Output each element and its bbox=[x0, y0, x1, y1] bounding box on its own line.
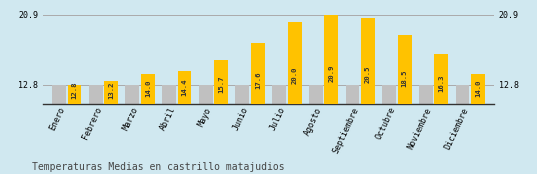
Bar bbox=[434, 54, 448, 104]
Bar bbox=[236, 85, 249, 104]
Bar bbox=[309, 85, 323, 104]
Bar bbox=[251, 43, 265, 104]
Bar bbox=[345, 85, 359, 104]
Bar bbox=[361, 18, 375, 104]
Text: 18.5: 18.5 bbox=[402, 70, 408, 87]
Bar bbox=[126, 85, 140, 104]
Bar bbox=[382, 85, 396, 104]
Text: 14.0: 14.0 bbox=[475, 79, 481, 97]
Bar bbox=[272, 85, 286, 104]
Bar bbox=[104, 81, 118, 104]
Bar bbox=[52, 85, 66, 104]
Text: Temperaturas Medias en castrillo matajudios: Temperaturas Medias en castrillo matajud… bbox=[32, 162, 285, 172]
Bar bbox=[199, 85, 213, 104]
Bar bbox=[455, 85, 469, 104]
Text: 14.0: 14.0 bbox=[145, 79, 151, 97]
Bar bbox=[214, 60, 228, 104]
Bar bbox=[471, 74, 485, 104]
Text: 16.3: 16.3 bbox=[438, 74, 444, 92]
Bar bbox=[178, 71, 192, 104]
Text: 15.7: 15.7 bbox=[218, 76, 224, 93]
Bar bbox=[89, 85, 103, 104]
Bar bbox=[288, 22, 301, 104]
Bar bbox=[141, 74, 155, 104]
Bar bbox=[162, 85, 176, 104]
Text: 14.4: 14.4 bbox=[182, 78, 187, 96]
Bar bbox=[68, 85, 82, 104]
Bar bbox=[419, 85, 433, 104]
Text: 20.9: 20.9 bbox=[328, 65, 334, 82]
Text: 13.2: 13.2 bbox=[108, 81, 114, 99]
Text: 20.5: 20.5 bbox=[365, 65, 371, 83]
Text: 20.0: 20.0 bbox=[292, 66, 297, 84]
Bar bbox=[397, 35, 411, 104]
Text: 12.8: 12.8 bbox=[71, 82, 77, 100]
Text: 17.6: 17.6 bbox=[255, 72, 261, 89]
Bar bbox=[324, 15, 338, 104]
